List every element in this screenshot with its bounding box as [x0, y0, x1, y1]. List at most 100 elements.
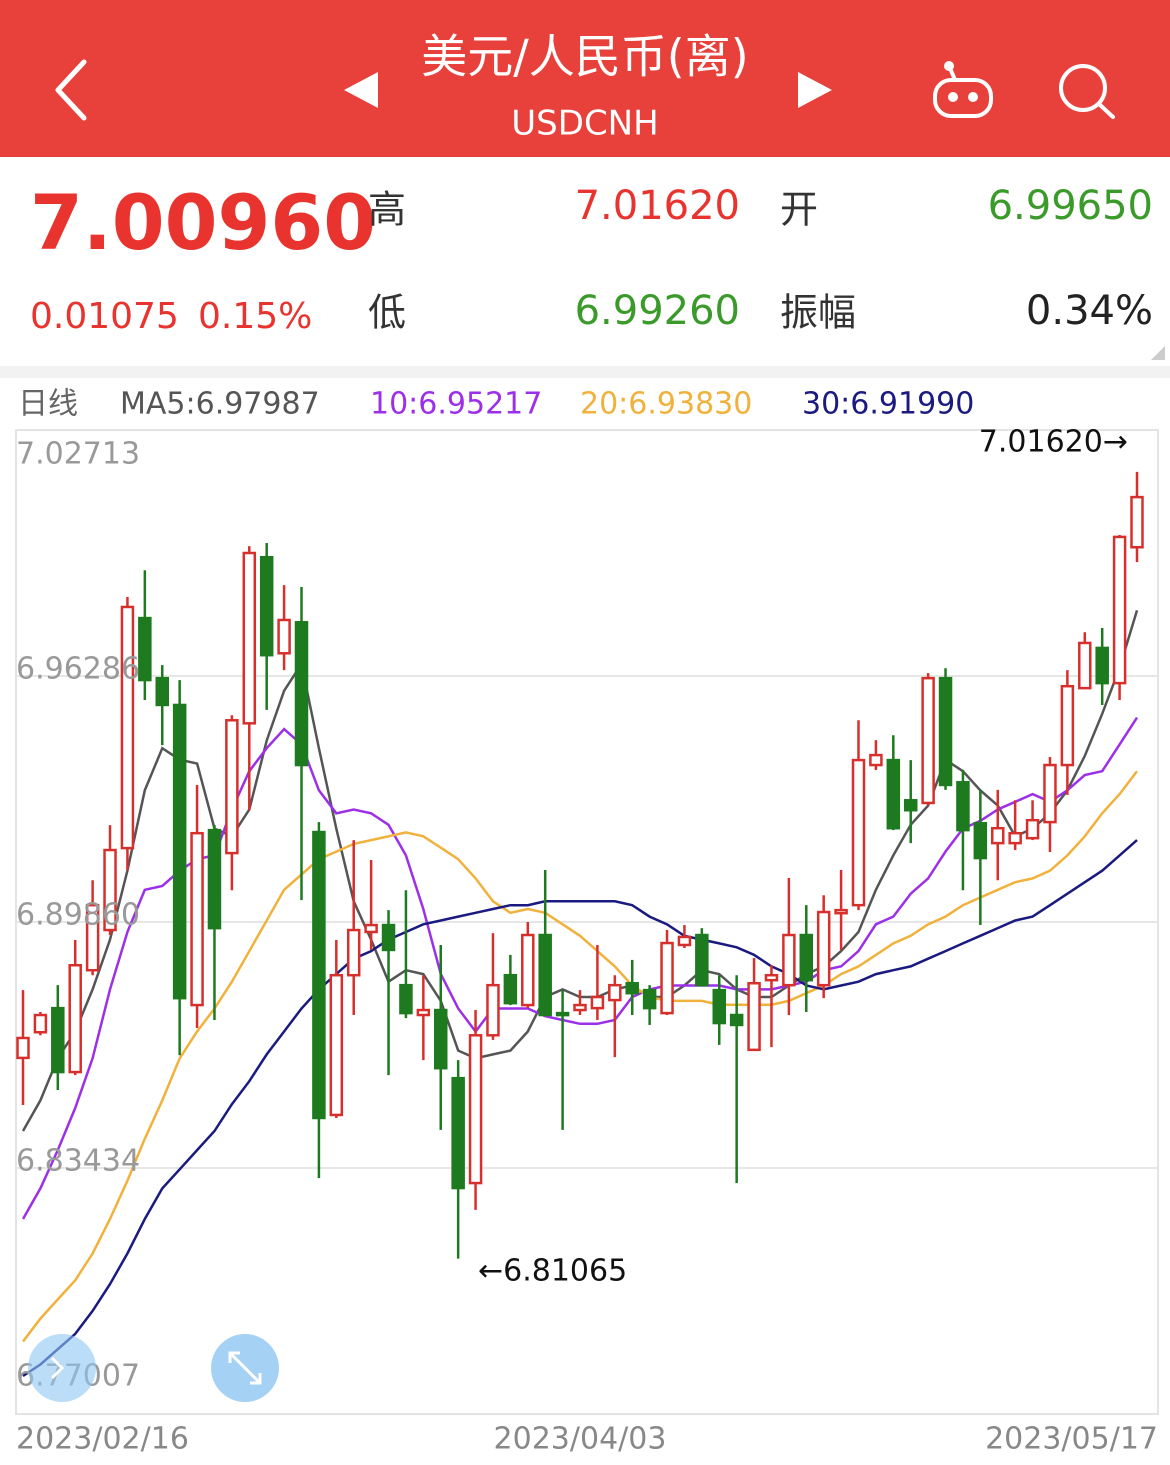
- candle-body: [51, 1006, 65, 1074]
- last-price: 7.00960: [30, 178, 376, 267]
- x-tick-label: 2023/04/03: [494, 1422, 667, 1457]
- robot-antenna-tip: [944, 61, 954, 71]
- candle-body: [555, 1011, 570, 1017]
- candle-body: [590, 995, 605, 1010]
- legend-entry: 10:6.95217: [370, 387, 542, 422]
- separator: [0, 366, 1170, 378]
- candle-body: [451, 1076, 465, 1190]
- legend: MA5:6.97987 10:6.95217 20:6.93830 30:6.9199…: [120, 387, 974, 422]
- candle-body: [1130, 495, 1144, 549]
- candle-body: [277, 618, 291, 655]
- candle-body: [503, 973, 518, 1005]
- candle-body: [364, 923, 378, 934]
- candle-body: [991, 826, 1005, 845]
- fullscreen-diagonal: [229, 1352, 261, 1384]
- y-tick-label: 7.02713: [16, 437, 140, 472]
- ma-line: [22, 770, 1138, 1343]
- search-icon: [1059, 64, 1107, 112]
- candle-body: [608, 983, 622, 1002]
- candle-body: [938, 676, 953, 787]
- candle-body: [956, 781, 970, 832]
- candle-body: [138, 616, 152, 682]
- high-value: 7.01620: [575, 183, 740, 229]
- back-button[interactable]: [55, 59, 87, 121]
- low-label: 低: [368, 291, 406, 335]
- legend-entry: MA5:6.97987: [120, 387, 320, 422]
- candle-body: [921, 676, 935, 805]
- open-value: 6.99650: [988, 183, 1153, 229]
- robot-eye: [968, 92, 978, 102]
- candle-body: [16, 1036, 30, 1060]
- candle-body: [207, 828, 222, 930]
- fullscreen-icon: [228, 1351, 262, 1385]
- candle-body: [242, 551, 257, 725]
- candle-body: [346, 928, 361, 977]
- candle-body: [729, 1013, 744, 1027]
- grid: [16, 429, 1158, 1415]
- low-value: 6.99260: [575, 288, 740, 334]
- candle-body: [834, 908, 848, 915]
- candle-body: [903, 799, 918, 812]
- candle-body: [434, 1008, 448, 1070]
- amplitude-value: 0.34%: [1026, 288, 1153, 334]
- candle-body: [399, 983, 413, 1015]
- ma-line: [22, 839, 1138, 1378]
- candle-body: [886, 758, 901, 830]
- candle-body: [869, 753, 883, 767]
- candle-body: [573, 1003, 587, 1012]
- x-axis: 2023/02/16 2023/04/03 2023/05/17: [16, 1422, 1158, 1457]
- search-handle: [1097, 102, 1115, 119]
- y-tick-label: 6.89860: [16, 898, 140, 933]
- candle-body: [259, 555, 274, 657]
- search-button[interactable]: [1059, 64, 1115, 119]
- candle-body: [1078, 641, 1092, 690]
- candle-body: [625, 981, 639, 995]
- candle-body: [660, 941, 674, 1015]
- fold-icon: [50, 1356, 65, 1380]
- candle-body: [712, 988, 726, 1025]
- candle-body: [521, 933, 535, 1007]
- candle-body: [155, 676, 169, 707]
- legend-entry: 20:6.93830: [580, 387, 752, 422]
- x-tick-label: 2023/05/17: [985, 1422, 1158, 1457]
- header-symbol: USDCNH: [511, 104, 658, 144]
- price-change-pct: 0.15%: [198, 296, 312, 337]
- low-annotation: ←6.81065: [478, 1254, 627, 1289]
- candle-body: [973, 821, 988, 860]
- legend-entry: 30:6.91990: [802, 387, 974, 422]
- high-annotation: 7.01620→: [979, 425, 1128, 460]
- fullscreen-corner: [250, 1373, 262, 1385]
- candle-body: [294, 621, 309, 767]
- candle-body: [416, 1008, 431, 1017]
- next-button[interactable]: [798, 72, 832, 108]
- fullscreen-corner: [228, 1351, 240, 1363]
- expand-corner[interactable]: [1151, 346, 1165, 360]
- candle-body: [225, 719, 239, 855]
- candle-body: [85, 903, 100, 972]
- robot-button[interactable]: [933, 61, 993, 118]
- candle-body: [329, 973, 344, 1117]
- prev-button[interactable]: [344, 72, 378, 108]
- candle-body: [642, 988, 657, 1010]
- candle-body: [538, 933, 552, 1017]
- candle-body: [677, 935, 692, 947]
- candle-body: [68, 964, 82, 1074]
- amplitude-label: 振幅: [780, 291, 856, 335]
- candle-body: [312, 830, 326, 1120]
- y-tick-label: 6.96286: [16, 652, 140, 687]
- candle-body: [172, 703, 187, 1000]
- candle-body: [1112, 535, 1127, 685]
- high-label: 高: [368, 188, 406, 232]
- candle-body: [33, 1013, 48, 1034]
- ma-line: [21, 716, 1139, 1220]
- candle-body: [695, 933, 709, 987]
- candles: [16, 471, 1144, 1259]
- period-label: 日线: [18, 387, 78, 422]
- price-change: 0.01075: [30, 296, 179, 337]
- y-tick-label: 6.83434: [16, 1143, 140, 1178]
- candle-body: [1095, 646, 1109, 685]
- candle-body: [381, 923, 396, 952]
